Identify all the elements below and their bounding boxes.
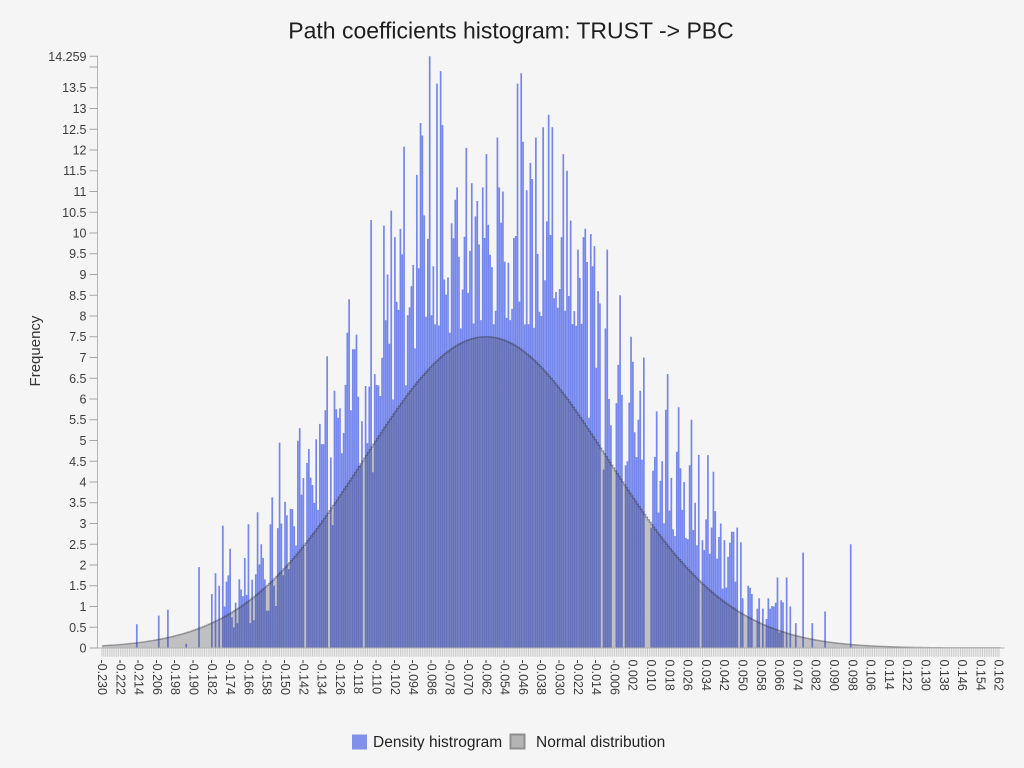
svg-text:Normal distribution: Normal distribution xyxy=(536,734,665,751)
svg-text:0.050: 0.050 xyxy=(736,660,750,691)
svg-text:8: 8 xyxy=(80,310,87,324)
svg-text:0.082: 0.082 xyxy=(809,660,823,691)
svg-text:0.130: 0.130 xyxy=(919,660,933,691)
svg-text:0.034: 0.034 xyxy=(699,660,713,691)
svg-text:3.5: 3.5 xyxy=(69,496,86,510)
svg-text:0.018: 0.018 xyxy=(662,660,676,691)
svg-text:-0.142: -0.142 xyxy=(296,660,310,695)
svg-text:-0.086: -0.086 xyxy=(424,660,438,695)
svg-text:-0.022: -0.022 xyxy=(571,660,585,695)
svg-text:-0.126: -0.126 xyxy=(333,660,347,695)
svg-text:4: 4 xyxy=(80,476,87,490)
svg-text:0.026: 0.026 xyxy=(681,660,695,691)
svg-text:14.259: 14.259 xyxy=(48,50,86,64)
svg-text:13: 13 xyxy=(73,102,87,116)
svg-text:-0.206: -0.206 xyxy=(150,660,164,695)
svg-text:-0.118: -0.118 xyxy=(351,660,365,695)
svg-text:-0.062: -0.062 xyxy=(479,660,493,695)
svg-text:-0.150: -0.150 xyxy=(278,660,292,695)
svg-text:13.5: 13.5 xyxy=(62,81,86,95)
svg-text:-0.166: -0.166 xyxy=(241,660,255,695)
svg-text:12: 12 xyxy=(73,144,87,158)
svg-text:12.5: 12.5 xyxy=(62,123,86,137)
svg-text:5.5: 5.5 xyxy=(69,413,86,427)
svg-text:-0.078: -0.078 xyxy=(443,660,457,695)
svg-text:0.146: 0.146 xyxy=(955,660,969,691)
svg-text:-0.222: -0.222 xyxy=(113,660,127,695)
svg-text:-0.158: -0.158 xyxy=(260,660,274,695)
svg-text:6.5: 6.5 xyxy=(69,372,86,386)
svg-text:0: 0 xyxy=(80,642,87,656)
svg-text:0.098: 0.098 xyxy=(845,660,859,691)
svg-text:-0.046: -0.046 xyxy=(516,660,530,695)
svg-text:2.5: 2.5 xyxy=(69,538,86,552)
svg-text:0.162: 0.162 xyxy=(992,660,1006,691)
svg-text:-0.070: -0.070 xyxy=(461,660,475,695)
svg-text:0.154: 0.154 xyxy=(973,660,987,691)
svg-text:0.074: 0.074 xyxy=(790,660,804,691)
svg-text:7.5: 7.5 xyxy=(69,330,86,344)
svg-text:7: 7 xyxy=(80,351,87,365)
svg-text:4.5: 4.5 xyxy=(69,455,86,469)
svg-text:0.002: 0.002 xyxy=(626,660,640,691)
svg-text:-0.134: -0.134 xyxy=(315,660,329,695)
svg-text:-0.110: -0.110 xyxy=(370,660,384,695)
svg-text:0.106: 0.106 xyxy=(864,660,878,691)
svg-text:-0.182: -0.182 xyxy=(205,660,219,695)
svg-text:2: 2 xyxy=(80,559,87,573)
svg-text:5: 5 xyxy=(80,434,87,448)
svg-text:1: 1 xyxy=(80,600,87,614)
svg-text:-0.190: -0.190 xyxy=(187,660,201,695)
svg-text:-0.198: -0.198 xyxy=(168,660,182,695)
svg-text:Frequency: Frequency xyxy=(27,315,44,386)
svg-text:0.138: 0.138 xyxy=(937,660,951,691)
svg-text:-0.214: -0.214 xyxy=(132,660,146,695)
svg-text:-0.006: -0.006 xyxy=(607,660,621,695)
svg-text:0.058: 0.058 xyxy=(754,660,768,691)
svg-text:11.5: 11.5 xyxy=(63,164,86,178)
svg-text:0.5: 0.5 xyxy=(69,621,86,635)
svg-text:-0.014: -0.014 xyxy=(589,660,603,695)
svg-text:-0.102: -0.102 xyxy=(388,660,402,695)
svg-text:9: 9 xyxy=(80,268,87,282)
svg-text:-0.174: -0.174 xyxy=(223,660,237,695)
svg-text:10: 10 xyxy=(73,227,87,241)
svg-text:Path coefficients histogram: T: Path coefficients histogram: TRUST -> PB… xyxy=(288,18,734,44)
svg-text:9.5: 9.5 xyxy=(69,247,86,261)
svg-text:11: 11 xyxy=(74,185,87,199)
svg-text:-0.094: -0.094 xyxy=(406,660,420,695)
svg-text:0.042: 0.042 xyxy=(717,660,731,691)
svg-text:0.066: 0.066 xyxy=(772,660,786,691)
svg-text:1.5: 1.5 xyxy=(69,579,86,593)
svg-text:10.5: 10.5 xyxy=(62,206,86,220)
svg-text:-0.054: -0.054 xyxy=(498,660,512,695)
svg-text:3: 3 xyxy=(80,517,87,531)
svg-text:0.010: 0.010 xyxy=(644,660,658,691)
svg-text:0.090: 0.090 xyxy=(827,660,841,691)
svg-text:Density histrogram: Density histrogram xyxy=(373,734,502,751)
svg-text:6: 6 xyxy=(80,393,87,407)
svg-text:0.114: 0.114 xyxy=(882,660,896,690)
svg-text:-0.230: -0.230 xyxy=(95,660,109,695)
svg-text:8.5: 8.5 xyxy=(69,289,86,303)
svg-text:0.122: 0.122 xyxy=(900,660,914,691)
svg-text:-0.038: -0.038 xyxy=(534,660,548,695)
svg-text:-0.030: -0.030 xyxy=(553,660,567,695)
